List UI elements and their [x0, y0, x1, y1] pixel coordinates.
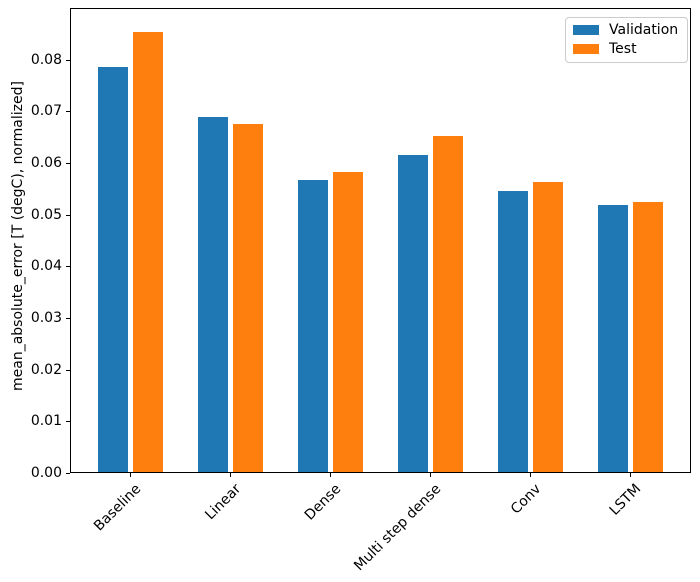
bar-test-linear [232, 123, 263, 473]
legend-item-validation: Validation [573, 23, 678, 37]
y-tick-mark [66, 111, 70, 113]
x-tick-mark [330, 473, 331, 477]
y-tick-mark [66, 214, 70, 216]
y-tick-label: 0.04 [30, 258, 62, 275]
bar-test-dense [332, 171, 363, 473]
x-tick-mark [630, 473, 631, 477]
y-tick-label: 0.08 [30, 51, 62, 68]
x-tick-mark [530, 473, 531, 477]
bar-test-conv [532, 181, 563, 473]
y-tick-label: 0.02 [30, 361, 62, 378]
y-tick-mark [66, 421, 70, 423]
bar-validation-lstm [597, 204, 628, 473]
legend-label: Test [609, 41, 637, 57]
legend-swatch-validation [573, 25, 599, 35]
y-tick-mark [66, 59, 70, 61]
x-tick-mark [130, 473, 131, 477]
bar-validation-baseline [97, 66, 128, 473]
legend-item-test: Test [573, 42, 678, 56]
y-tick-label: 0.00 [30, 465, 62, 481]
bar-validation-conv [497, 191, 528, 473]
y-tick-mark [66, 369, 70, 371]
y-tick-label: 0.03 [30, 310, 62, 326]
y-tick-label: 0.06 [30, 155, 62, 171]
bar-test-multi-step-dense [432, 136, 463, 473]
legend-swatch-test [573, 44, 599, 54]
y-tick-mark [66, 473, 70, 474]
y-tick-mark [66, 163, 70, 164]
plot-area [70, 8, 691, 473]
x-tick-mark [230, 473, 231, 477]
bar-validation-linear [197, 116, 228, 473]
y-tick-label: 0.07 [30, 103, 62, 120]
y-tick-mark [66, 266, 70, 268]
bar-test-lstm [632, 201, 663, 473]
y-tick-label: 0.05 [30, 206, 62, 223]
legend: Validation Test [565, 17, 689, 63]
y-tick-label: 0.01 [30, 413, 62, 430]
bar-validation-multi-step-dense [397, 154, 428, 473]
bar-test-baseline [132, 31, 163, 473]
x-tick-label-baseline: Baseline [91, 481, 145, 535]
y-tick-mark [66, 318, 70, 319]
legend-label: Validation [609, 22, 679, 38]
x-tick-mark [430, 473, 431, 477]
bar-validation-dense [297, 180, 328, 473]
y-axis-label: mean_absolute_error [T (degC), normalize… [10, 81, 26, 391]
